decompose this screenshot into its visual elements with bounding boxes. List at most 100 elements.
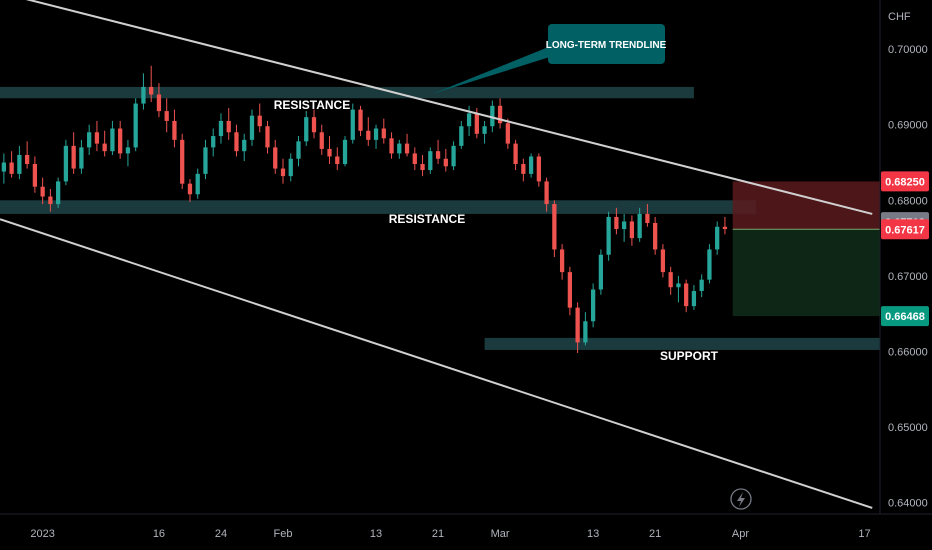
candle-body bbox=[404, 143, 410, 154]
candle bbox=[249, 109, 255, 146]
candle-body bbox=[676, 283, 681, 288]
candle bbox=[218, 113, 224, 144]
time-tick-label: 13 bbox=[587, 528, 599, 540]
candle-body bbox=[280, 168, 286, 177]
support-label: SUPPORT bbox=[660, 349, 719, 363]
callout-label: LONG-TERM TRENDLINE bbox=[546, 40, 667, 51]
candle-body bbox=[234, 132, 239, 152]
candle-body bbox=[606, 216, 611, 255]
candle bbox=[583, 312, 588, 346]
candle bbox=[133, 98, 138, 152]
candle-body bbox=[319, 132, 324, 149]
candle-body bbox=[366, 130, 371, 140]
candle-body bbox=[575, 307, 580, 343]
upper-trendline bbox=[25, 0, 873, 215]
candle-body bbox=[583, 321, 588, 343]
candle-body bbox=[420, 164, 425, 171]
candle bbox=[552, 200, 557, 257]
candle bbox=[335, 147, 340, 171]
time-tick-label: Apr bbox=[732, 528, 749, 540]
trendline-callout[interactable]: LONG-TERM TRENDLINE bbox=[432, 24, 667, 94]
candle bbox=[567, 266, 572, 316]
candle-body bbox=[40, 186, 45, 197]
candle bbox=[56, 177, 61, 208]
candle-body bbox=[257, 115, 262, 127]
candle bbox=[265, 120, 270, 154]
candle bbox=[443, 148, 448, 172]
candle-body bbox=[590, 289, 596, 322]
candle bbox=[71, 132, 76, 174]
candle-body bbox=[443, 158, 448, 167]
candle bbox=[668, 266, 673, 295]
candles-layer bbox=[1, 65, 728, 353]
candle-body bbox=[172, 120, 177, 140]
price-axis[interactable]: CHF 0.700000.690000.680000.670000.660000… bbox=[879, 0, 929, 514]
candle bbox=[722, 216, 728, 235]
time-axis[interactable]: 2023 16 24 Feb 13 21 Mar 13 21 Apr 17 bbox=[0, 513, 932, 540]
candle bbox=[172, 109, 177, 148]
candle-body bbox=[94, 132, 100, 144]
candle-body bbox=[125, 147, 131, 154]
candle bbox=[63, 139, 69, 186]
time-tick-label: Mar bbox=[491, 528, 510, 540]
candle-body bbox=[381, 128, 386, 139]
candle bbox=[141, 73, 146, 110]
position-box[interactable] bbox=[732, 181, 880, 317]
candle bbox=[350, 103, 355, 144]
candle bbox=[544, 177, 549, 212]
candle-body bbox=[528, 156, 534, 174]
price-tick-label: 0.66000 bbox=[888, 346, 928, 358]
candle-body bbox=[684, 283, 689, 307]
candle bbox=[234, 124, 239, 157]
candle bbox=[9, 151, 14, 178]
candle bbox=[48, 188, 53, 212]
candle-body bbox=[497, 105, 503, 124]
candle bbox=[280, 158, 286, 184]
candle bbox=[327, 136, 332, 165]
candle bbox=[513, 139, 518, 171]
candle bbox=[691, 284, 697, 310]
candle bbox=[637, 207, 642, 242]
price-tick-label: 0.70000 bbox=[888, 44, 928, 56]
candle bbox=[180, 133, 185, 189]
candle bbox=[629, 215, 635, 246]
candle bbox=[660, 244, 666, 278]
candle-body bbox=[296, 141, 301, 159]
trendlines-layer[interactable] bbox=[0, 0, 873, 509]
candle-body bbox=[552, 204, 557, 250]
candle-body bbox=[435, 151, 441, 159]
candle bbox=[715, 221, 720, 255]
candle-body bbox=[335, 156, 340, 165]
candle bbox=[490, 100, 495, 133]
take-profit-zone bbox=[732, 229, 880, 317]
candle bbox=[404, 133, 410, 157]
candle-body bbox=[63, 145, 69, 182]
candle-body bbox=[536, 156, 541, 182]
candle bbox=[257, 103, 262, 133]
candle-body bbox=[637, 213, 642, 239]
candle bbox=[653, 216, 658, 255]
price-tag-label: 0.67617 bbox=[885, 224, 925, 236]
candle bbox=[435, 139, 441, 165]
candle-body bbox=[459, 126, 464, 146]
price-tick-label: 0.69000 bbox=[888, 120, 928, 132]
candle-body bbox=[707, 249, 712, 280]
candle bbox=[614, 207, 619, 235]
candle-body bbox=[87, 132, 92, 148]
lightning-icon[interactable] bbox=[730, 488, 752, 510]
currency-label: CHF bbox=[888, 11, 911, 23]
candle-body bbox=[195, 173, 200, 195]
candle bbox=[1, 153, 7, 184]
candle bbox=[149, 65, 154, 103]
candle-body bbox=[598, 254, 604, 290]
candle-body bbox=[1, 162, 7, 172]
candle bbox=[505, 118, 510, 149]
candle bbox=[707, 244, 712, 284]
candle-body bbox=[102, 143, 107, 152]
time-tick-label: Feb bbox=[274, 528, 293, 540]
candle-body bbox=[691, 291, 697, 307]
candle bbox=[110, 120, 115, 155]
candle-body bbox=[17, 154, 22, 174]
price-tag-bg bbox=[881, 171, 929, 192]
